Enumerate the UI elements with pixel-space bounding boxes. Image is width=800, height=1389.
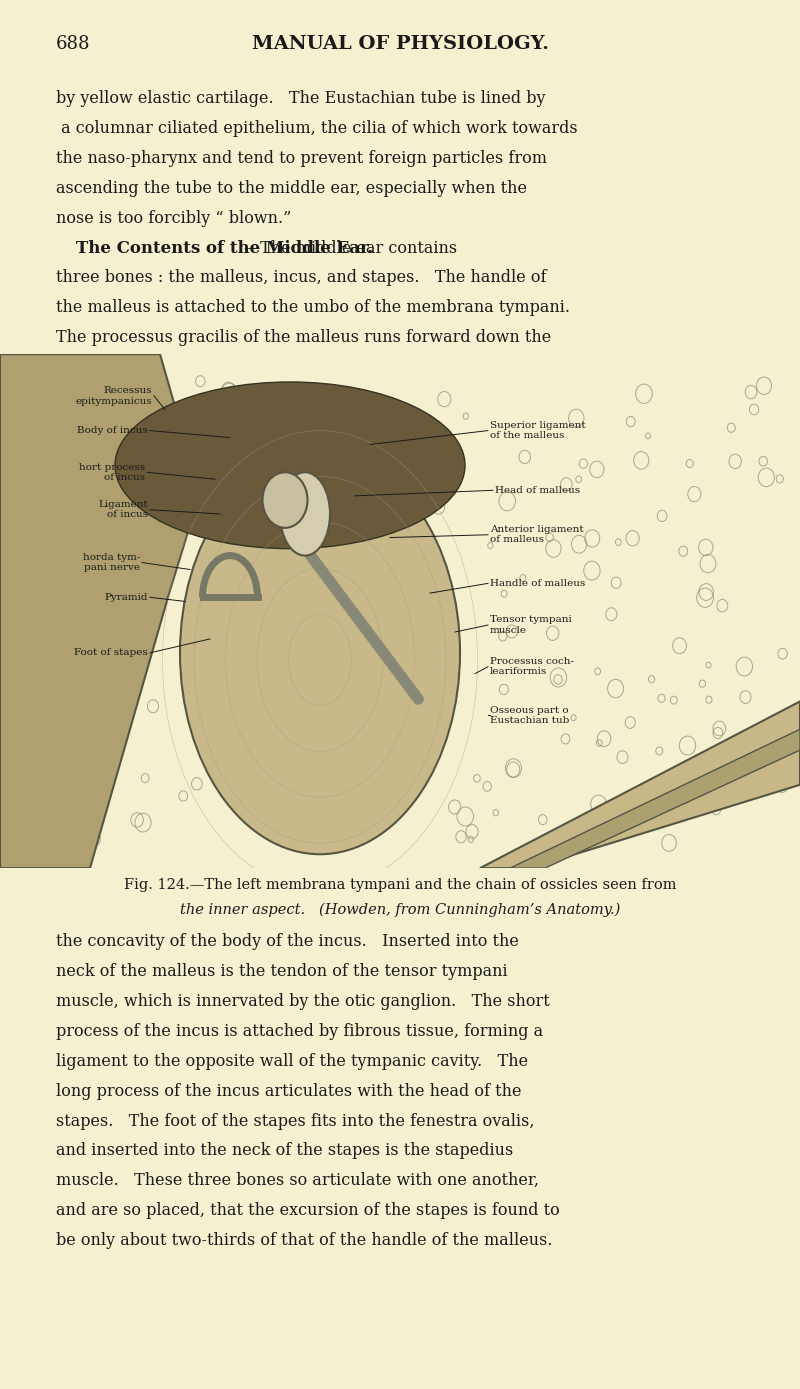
Text: the concavity of the body of the incus.   Inserted into the: the concavity of the body of the incus. … (56, 933, 519, 950)
Text: by yellow elastic cartilage.   The Eustachian tube is lined by: by yellow elastic cartilage. The Eustach… (56, 90, 546, 107)
Text: muscle, which is innervated by the otic ganglion.   The short: muscle, which is innervated by the otic … (56, 993, 550, 1010)
Text: process of the incus is attached by fibrous tissue, forming a: process of the incus is attached by fibr… (56, 1022, 543, 1040)
Text: and inserted into the neck of the stapes is the stapedius: and inserted into the neck of the stapes… (56, 1142, 514, 1160)
Text: nose is too forcibly “ blown.”: nose is too forcibly “ blown.” (56, 210, 291, 226)
Text: Body of incus: Body of incus (78, 426, 148, 435)
Text: Osseous part o
Eustachian tub: Osseous part o Eustachian tub (490, 706, 570, 725)
Text: Fig. 124.—The left membrana tympani and the chain of ossicles seen from: Fig. 124.—The left membrana tympani and … (124, 878, 676, 892)
Text: the inner aspect.   (Howden, from Cunningham’s Anatomy.): the inner aspect. (Howden, from Cunningh… (180, 903, 620, 917)
Text: MANUAL OF PHYSIOLOGY.: MANUAL OF PHYSIOLOGY. (251, 35, 549, 53)
FancyArrowPatch shape (297, 538, 418, 699)
Text: Handle of malleus: Handle of malleus (490, 579, 586, 588)
Text: and are so placed, that the excursion of the stapes is found to: and are so placed, that the excursion of… (56, 1201, 560, 1220)
Ellipse shape (280, 472, 330, 556)
Text: Recessus
epitympanicus: Recessus epitympanicus (75, 386, 152, 406)
Text: Head of malleus: Head of malleus (495, 486, 580, 494)
Text: hort process
of incus: hort process of incus (79, 463, 145, 482)
Text: The processus gracilis of the malleus runs forward down the: The processus gracilis of the malleus ru… (56, 329, 551, 346)
Text: stapes.   The foot of the stapes fits into the fenestra ovalis,: stapes. The foot of the stapes fits into… (56, 1113, 534, 1129)
Ellipse shape (115, 382, 465, 549)
Text: the naso-pharynx and tend to prevent foreign particles from: the naso-pharynx and tend to prevent for… (56, 150, 547, 167)
Text: ascending the tube to the middle ear, especially when the: ascending the tube to the middle ear, es… (56, 179, 527, 197)
Text: The Contents of the Middle Ear.: The Contents of the Middle Ear. (76, 239, 373, 257)
Polygon shape (510, 729, 800, 868)
Polygon shape (480, 701, 800, 868)
Text: Tensor tympani
muscle: Tensor tympani muscle (490, 615, 572, 635)
Ellipse shape (180, 451, 460, 854)
Text: Anterior ligament
of malleus: Anterior ligament of malleus (490, 525, 584, 544)
Text: ligament to the opposite wall of the tympanic cavity.   The: ligament to the opposite wall of the tym… (56, 1053, 528, 1070)
Text: horda tym-
pani nerve: horda tym- pani nerve (82, 553, 140, 572)
Text: neck of the malleus is the tendon of the tensor tympani: neck of the malleus is the tendon of the… (56, 964, 508, 981)
Text: Glasserian fissure.   The head of the malleus articulates with: Glasserian fissure. The head of the mall… (56, 358, 552, 376)
Text: Pyramid: Pyramid (105, 593, 148, 601)
Text: be only about two-thirds of that of the handle of the malleus.: be only about two-thirds of that of the … (56, 1232, 553, 1249)
Text: three bones : the malleus, incus, and stapes.   The handle of: three bones : the malleus, incus, and st… (56, 269, 546, 286)
Text: muscle.   These three bones so articulate with one another,: muscle. These three bones so articulate … (56, 1172, 539, 1189)
Text: long process of the incus articulates with the head of the: long process of the incus articulates wi… (56, 1083, 522, 1100)
Text: Superior ligament
of the malleus: Superior ligament of the malleus (490, 421, 586, 440)
Text: Processus coch-
leariformis: Processus coch- leariformis (490, 657, 574, 676)
Polygon shape (0, 354, 200, 868)
Text: the malleus is attached to the umbo of the membrana tympani.: the malleus is attached to the umbo of t… (56, 299, 570, 317)
Text: a columnar ciliated epithelium, the cilia of which work towards: a columnar ciliated epithelium, the cili… (56, 119, 578, 138)
Text: 688: 688 (56, 35, 90, 53)
Text: —The middle ear contains: —The middle ear contains (245, 239, 458, 257)
Text: Foot of stapes: Foot of stapes (74, 649, 148, 657)
Text: Ligament
of incus: Ligament of incus (98, 500, 148, 519)
Ellipse shape (262, 472, 307, 528)
